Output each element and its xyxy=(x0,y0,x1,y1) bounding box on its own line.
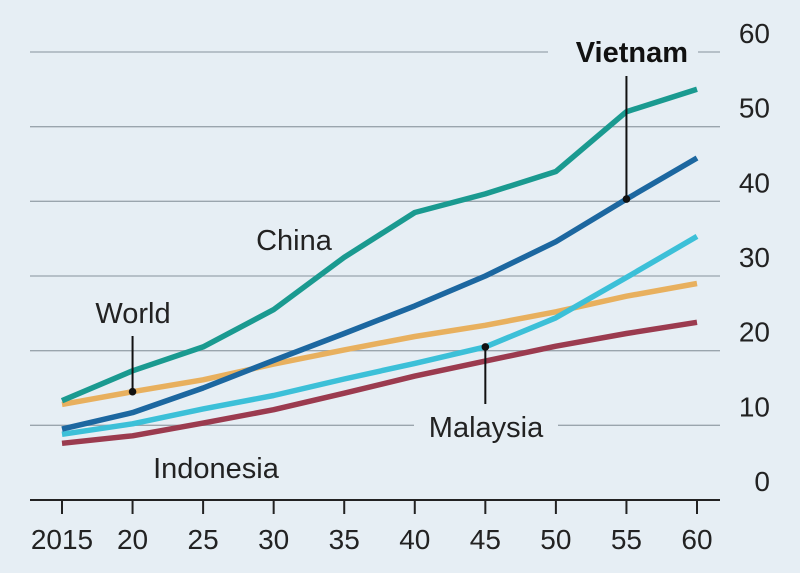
x-tick-label: 45 xyxy=(470,524,501,555)
x-tick-label: 2015 xyxy=(31,524,93,555)
x-tick-label: 55 xyxy=(611,524,642,555)
series-line-world xyxy=(61,280,698,408)
y-tick-label: 0 xyxy=(754,466,770,497)
y-tick-label: 50 xyxy=(739,93,770,124)
y-tick-labels: 0 10 20 30 40 50 60 xyxy=(739,18,770,497)
label-background xyxy=(414,407,558,447)
x-tick-label: 25 xyxy=(188,524,219,555)
label-vietnam: Vietnam xyxy=(576,37,688,69)
label-indonesia: Indonesia xyxy=(153,453,280,485)
series-line-china xyxy=(60,86,698,404)
point-marker-world xyxy=(128,387,137,396)
x-tick-label: 30 xyxy=(258,524,289,555)
x-tick-label: 50 xyxy=(540,524,571,555)
gridlines xyxy=(30,51,720,426)
x-tick-label: 60 xyxy=(681,524,712,555)
x-tick-label: 40 xyxy=(399,524,430,555)
series-line-indonesia xyxy=(61,319,698,447)
series-lines xyxy=(60,86,699,447)
series-line-malaysia xyxy=(61,234,699,438)
label-background xyxy=(548,30,698,72)
y-tick-label: 10 xyxy=(739,391,770,422)
y-tick-label: 30 xyxy=(739,242,770,273)
point-marker-vietnam xyxy=(622,195,631,203)
y-tick-label: 60 xyxy=(739,18,770,49)
x-axis: 2015 20 25 30 35 40 45 50 55 60 xyxy=(30,499,720,555)
label-malaysia: Malaysia xyxy=(429,412,544,444)
y-tick-label: 20 xyxy=(739,317,770,348)
label-china: China xyxy=(256,225,333,257)
x-tick-label: 20 xyxy=(117,524,148,555)
y-tick-label: 40 xyxy=(739,167,770,198)
point-marker-malaysia xyxy=(481,343,490,351)
series-line-vietnam xyxy=(61,155,699,432)
x-tick-label: 35 xyxy=(329,524,360,555)
callouts: Vietnam China World Malaysia Indonesia xyxy=(95,30,698,485)
label-world: World xyxy=(95,298,170,330)
